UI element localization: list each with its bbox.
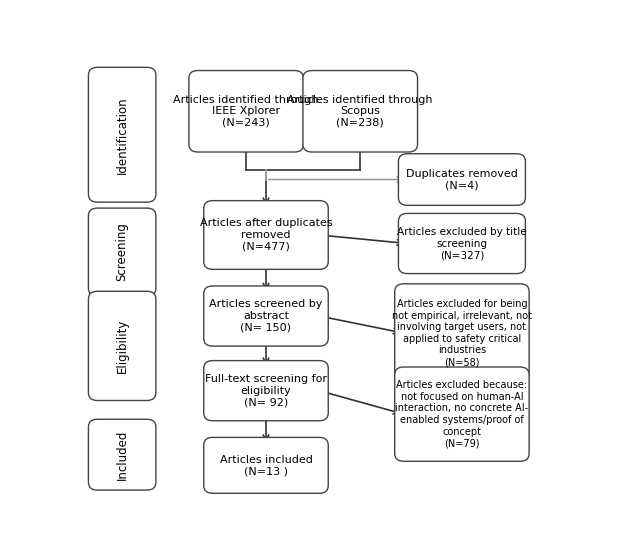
FancyBboxPatch shape	[303, 70, 417, 152]
Text: Screening: Screening	[116, 223, 129, 281]
Text: Articles excluded for being
not empirical, irrelevant, not
involving target user: Articles excluded for being not empirica…	[392, 299, 532, 367]
FancyBboxPatch shape	[189, 70, 303, 152]
FancyBboxPatch shape	[399, 213, 525, 274]
Text: Articles excluded because:
not focused on human-AI
interaction, no concrete AI-
: Articles excluded because: not focused o…	[396, 380, 529, 448]
FancyBboxPatch shape	[88, 208, 156, 296]
Text: Eligibility: Eligibility	[116, 319, 129, 373]
Text: Identification: Identification	[116, 96, 129, 173]
Text: Duplicates removed
(N=4): Duplicates removed (N=4)	[406, 169, 518, 191]
FancyBboxPatch shape	[88, 291, 156, 401]
FancyBboxPatch shape	[204, 286, 328, 346]
Text: Full-text screening for
eligibility
(N= 92): Full-text screening for eligibility (N= …	[205, 374, 327, 407]
Text: Articles after duplicates
removed
(N=477): Articles after duplicates removed (N=477…	[200, 218, 332, 252]
FancyBboxPatch shape	[395, 367, 529, 461]
FancyBboxPatch shape	[88, 419, 156, 490]
Text: Included: Included	[116, 429, 129, 480]
FancyBboxPatch shape	[204, 361, 328, 420]
FancyBboxPatch shape	[204, 201, 328, 269]
Text: Articles identified through
IEEE Xplorer
(N=243): Articles identified through IEEE Xplorer…	[173, 95, 319, 128]
Text: Articles screened by
abstract
(N= 150): Articles screened by abstract (N= 150)	[209, 299, 323, 332]
FancyBboxPatch shape	[204, 438, 328, 493]
FancyBboxPatch shape	[399, 153, 525, 206]
FancyBboxPatch shape	[88, 68, 156, 202]
Text: Articles included
(N=13 ): Articles included (N=13 )	[220, 454, 312, 476]
Text: Articles identified through
Scopus
(N=238): Articles identified through Scopus (N=23…	[287, 95, 433, 128]
FancyBboxPatch shape	[395, 284, 529, 382]
Text: Articles excluded by title
screening
(N=327): Articles excluded by title screening (N=…	[397, 227, 527, 260]
